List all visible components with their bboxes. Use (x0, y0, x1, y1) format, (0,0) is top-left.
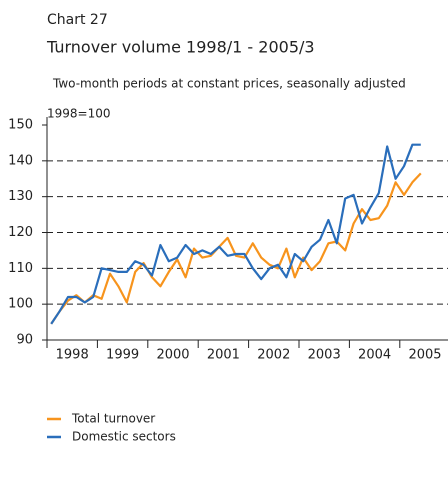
x-tick-label: 1999 (106, 348, 139, 363)
chart-title: Turnover volume 1998/1 - 2005/3 (46, 38, 315, 57)
legend-label: Domestic sectors (72, 430, 176, 444)
x-tick-label: 2001 (207, 348, 240, 363)
y-axis-label: 1998=100 (47, 107, 111, 121)
x-tick-label: 2002 (257, 348, 290, 363)
x-tick-label: 1998 (56, 348, 89, 363)
y-tick-label: 130 (8, 189, 33, 204)
y-tick-label: 140 (8, 153, 33, 168)
series-line (50, 143, 421, 325)
y-tick-label: 110 (8, 261, 33, 276)
y-tick-label: 100 (8, 297, 33, 312)
y-tick-label: 120 (8, 225, 33, 240)
x-tick-label: 2005 (408, 348, 441, 363)
y-tick-label: 90 (16, 333, 33, 348)
x-tick-label: 2004 (358, 348, 391, 363)
x-tick-label: 2000 (156, 348, 189, 363)
y-tick-label: 150 (8, 118, 33, 133)
chart-label: Chart 27 (47, 12, 108, 28)
chart-subtitle: Two-month periods at constant prices, se… (52, 77, 406, 91)
x-tick-label: 2003 (308, 348, 341, 363)
legend-label: Total turnover (71, 412, 155, 426)
series-line (50, 172, 422, 325)
